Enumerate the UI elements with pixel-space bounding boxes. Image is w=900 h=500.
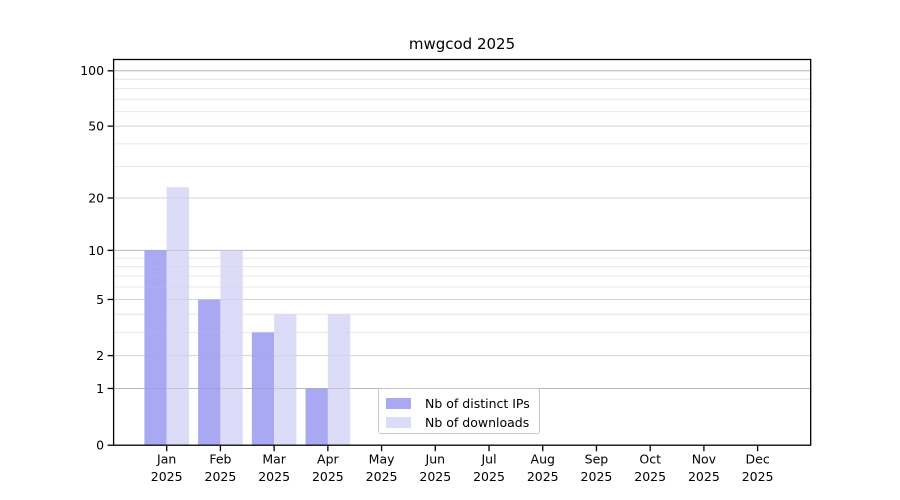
y-tick-label-50: 50 — [88, 119, 104, 134]
x-tick-label-month-jan: Jan — [156, 452, 176, 467]
bar-distinct-ips-jan — [144, 250, 167, 445]
tick-labels: 0 1 2 5 10 20 50 100 Jan 2025 Feb 2025 Mar 2025 Apr 202… — [80, 63, 773, 484]
chart-title: mwgcod 2025 — [409, 35, 515, 53]
bar-downloads-mar — [274, 314, 297, 445]
x-tick-label-month-oct: Oct — [639, 452, 661, 467]
x-tick-label-month-jul: Jul — [480, 452, 496, 467]
legend-row-distinct-ips: Nb of distinct IPs — [379, 394, 539, 413]
x-tick-label-year-sep: 2025 — [581, 469, 613, 484]
legend-row-downloads: Nb of downloads — [379, 413, 539, 432]
x-tick-label-year-apr: 2025 — [312, 469, 344, 484]
x-tick-label-year-dec: 2025 — [742, 469, 774, 484]
bar-downloads-feb — [220, 250, 243, 445]
legend-label-distinct-ips: Nb of distinct IPs — [425, 396, 530, 411]
x-tick-label-year-jul: 2025 — [473, 469, 505, 484]
distinct-ips-swatch — [386, 398, 411, 409]
bar-distinct-ips-feb — [198, 299, 221, 445]
x-tick-label-year-may: 2025 — [366, 469, 398, 484]
bar-distinct-ips-apr — [305, 388, 328, 445]
downloads-swatch — [386, 417, 411, 428]
bar-downloads-apr — [327, 314, 351, 445]
y-tick-label-5: 5 — [96, 292, 104, 307]
y-tick-label-1: 1 — [96, 381, 104, 396]
x-tick-label-year-oct: 2025 — [634, 469, 666, 484]
x-tick-label-month-nov: Nov — [692, 452, 717, 467]
y-tick-label-0: 0 — [96, 438, 104, 453]
x-tick-label-month-sep: Sep — [585, 452, 609, 467]
x-tick-label-year-jan: 2025 — [151, 469, 183, 484]
x-tick-label-year-mar: 2025 — [258, 469, 290, 484]
bar-distinct-ips-mar — [251, 332, 275, 445]
bar-downloads-jan — [166, 187, 189, 445]
x-tick-label-month-apr: Apr — [317, 452, 339, 467]
tick-marks — [107, 70, 759, 452]
x-tick-label-month-mar: Mar — [262, 452, 286, 467]
x-tick-label-month-jun: Jun — [425, 452, 446, 467]
y-tick-label-2: 2 — [96, 348, 104, 363]
bars — [144, 187, 351, 445]
axes — [112, 58, 812, 446]
x-tick-label-month-may: May — [369, 452, 395, 467]
x-tick-label-month-dec: Dec — [746, 452, 770, 467]
plot-border — [112, 58, 812, 446]
x-tick-label-year-jun: 2025 — [419, 469, 451, 484]
x-tick-label-year-nov: 2025 — [688, 469, 720, 484]
gridlines-overlay — [113, 70, 811, 389]
x-tick-label-year-aug: 2025 — [527, 469, 559, 484]
legend-label-downloads: Nb of downloads — [425, 415, 530, 430]
x-tick-label-year-feb: 2025 — [205, 469, 237, 484]
y-tick-label-10: 10 — [88, 243, 104, 258]
y-tick-label-100: 100 — [80, 63, 104, 78]
y-tick-label-20: 20 — [88, 190, 104, 205]
x-tick-label-month-aug: Aug — [531, 452, 555, 467]
x-tick-label-month-feb: Feb — [209, 452, 231, 467]
legend: Nb of distinct IPs Nb of downloads — [378, 388, 540, 434]
